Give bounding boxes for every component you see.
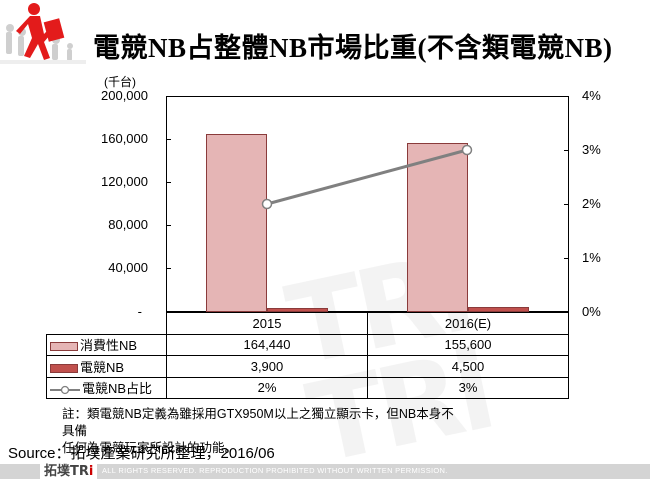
bar-gaming-nb-2015 (267, 308, 328, 312)
y-tick-right: 2% (582, 196, 601, 211)
table-cell: 164,440 (166, 333, 368, 356)
footnote: 註：類電競NB定義為雖採用GTX950M以上之獨立顯示卡，但NB本身不具備 任何… (62, 406, 462, 457)
axis-tick (166, 182, 171, 183)
legend-line-marker-icon (50, 385, 80, 394)
y-tick-left: 40,000 (108, 260, 148, 275)
table-cell: 3% (367, 376, 569, 399)
y-tick-left: 200,000 (101, 88, 148, 103)
table-row: 消費性NB 164,440 155,600 (46, 333, 569, 356)
data-table: 2015 2016(E) 消費性NB 164,440 155,600 電競NB … (46, 312, 569, 399)
footer-logo: 拓墣TRi (40, 464, 98, 479)
running-man-icon (0, 3, 86, 64)
bar-consumer-nb-2016e (407, 143, 468, 312)
y-tick-right: 0% (582, 304, 601, 319)
table-cell: 155,600 (367, 333, 569, 356)
axis-tick (166, 225, 171, 226)
table-cell: 2% (166, 376, 368, 399)
legend-label: 電競NB (80, 359, 125, 375)
axis-tick (564, 258, 569, 259)
table-row: 電競NB 3,900 4,500 (46, 355, 569, 378)
y-tick-left: 120,000 (101, 174, 148, 189)
axis-tick (166, 268, 171, 269)
bar-consumer-nb-2015 (206, 134, 267, 312)
y-tick-right: 3% (582, 142, 601, 157)
y-tick-left: 160,000 (101, 131, 148, 146)
table-header: 2015 (166, 312, 368, 335)
table-cell: 3,900 (166, 355, 368, 378)
footnote-line: 任何為電競玩家所設計的功能。 (62, 441, 238, 455)
page-title: 電競NB占整體NB市場比重(不含類電競NB) (93, 33, 613, 63)
copyright-text: ALL RIGHTS RESERVED. REPRODUCTION PROHIB… (102, 466, 448, 475)
legend-swatch-gaming (50, 363, 78, 373)
axis-tick (166, 139, 171, 140)
bar-gaming-nb-2016e (468, 307, 529, 312)
axis-tick (564, 204, 569, 205)
table-header-row: 2015 2016(E) (46, 312, 569, 335)
y-tick-left: 80,000 (108, 217, 148, 232)
table-cell: 4,500 (367, 355, 569, 378)
legend-swatch-consumer (50, 342, 78, 352)
y-tick-left: - (137, 304, 142, 319)
footnote-line: 註：類電競NB定義為雖採用GTX950M以上之獨立顯示卡，但NB本身不具備 (62, 407, 454, 438)
table-header: 2016(E) (367, 312, 569, 335)
axis-tick (564, 150, 569, 151)
gaming-share-line (261, 144, 473, 210)
legend-label: 電競NB占比 (82, 381, 153, 397)
source-text: Source：拓墣產業研究所整理，2016/06 (8, 445, 275, 462)
legend-label: 消費性NB (80, 338, 138, 354)
footer-bar: 拓墣TRi ALL RIGHTS RESERVED. REPRODUCTION … (0, 464, 650, 479)
y-tick-right: 4% (582, 88, 601, 103)
y-axis-unit-label: (千台) (104, 75, 136, 89)
y-tick-right: 1% (582, 250, 601, 265)
table-row: 電競NB占比 2% 3% (46, 376, 569, 399)
